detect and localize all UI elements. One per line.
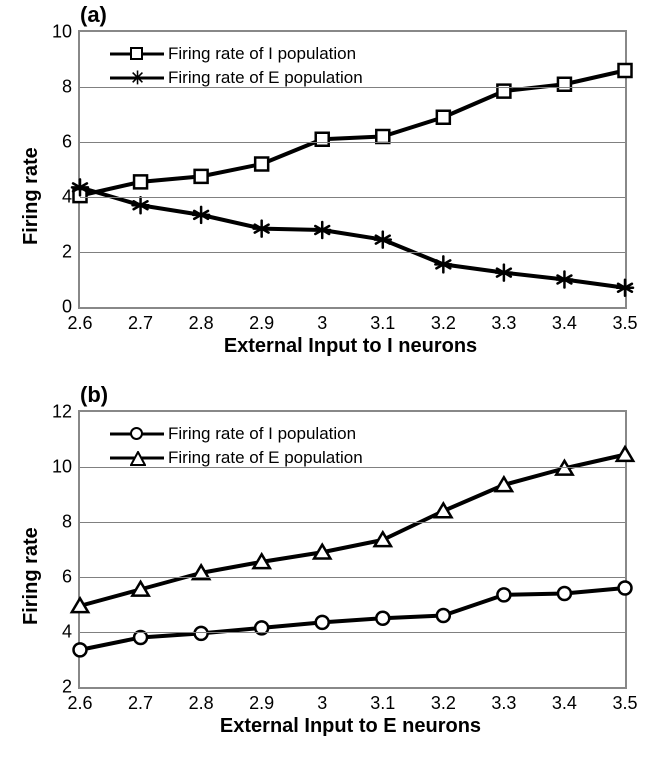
x-tick-label: 2.6 xyxy=(67,687,92,714)
legend-swatch xyxy=(110,424,164,444)
y-tick-label: 6 xyxy=(62,567,80,588)
x-tick-label: 2.7 xyxy=(128,307,153,334)
y-tick-label: 6 xyxy=(62,132,80,153)
y-tick-label: 4 xyxy=(62,187,80,208)
y-tick-label: 8 xyxy=(62,77,80,98)
panel-b-plot-area: Firing rate of I population Firing rate … xyxy=(78,410,627,689)
legend-text: Firing rate of E population xyxy=(164,68,363,88)
y-tick-label: 10 xyxy=(52,457,80,478)
legend-swatch xyxy=(110,44,164,64)
series-marker xyxy=(376,612,389,625)
series-marker xyxy=(375,232,391,248)
panel-a-label: (a) xyxy=(80,2,107,28)
panel-b-label: (b) xyxy=(80,382,108,408)
x-tick-label: 2.9 xyxy=(249,307,274,334)
x-tick-label: 2.6 xyxy=(67,307,92,334)
legend-row: Firing rate of I population xyxy=(110,422,363,446)
gridline xyxy=(80,87,625,88)
panel-a-x-title: External Input to I neurons xyxy=(78,335,623,358)
gridline xyxy=(80,252,625,253)
x-tick-label: 3.3 xyxy=(491,687,516,714)
series-marker xyxy=(619,64,632,77)
gridline xyxy=(80,197,625,198)
legend-swatch: ✳ xyxy=(110,68,164,88)
series-marker xyxy=(556,272,572,288)
series-marker xyxy=(619,582,632,595)
legend-text: Firing rate of I population xyxy=(164,424,356,444)
figure-container: (a) Firing rate Firing rate of I populat… xyxy=(0,0,646,771)
series-marker xyxy=(255,158,268,171)
x-tick-label: 2.7 xyxy=(128,687,153,714)
series-line xyxy=(80,187,625,287)
series-marker xyxy=(435,256,451,272)
panel-b: (b) Firing rate Firing rate of I populat… xyxy=(0,380,646,755)
series-marker xyxy=(193,207,209,223)
legend-text: Firing rate of E population xyxy=(164,448,363,468)
series-marker xyxy=(437,609,450,622)
series-marker xyxy=(316,616,329,629)
series-marker xyxy=(74,643,87,656)
gridline xyxy=(80,142,625,143)
legend-swatch xyxy=(110,448,164,468)
x-tick-label: 2.8 xyxy=(189,307,214,334)
series-marker xyxy=(496,265,512,281)
y-tick-label: 2 xyxy=(62,242,80,263)
x-tick-label: 2.8 xyxy=(189,687,214,714)
panel-b-legend: Firing rate of I population Firing rate … xyxy=(110,422,363,470)
y-tick-label: 8 xyxy=(62,512,80,533)
panel-a-legend: Firing rate of I population ✳ Firing rat… xyxy=(110,42,363,90)
x-tick-label: 3.3 xyxy=(491,307,516,334)
y-tick-label: 4 xyxy=(62,622,80,643)
x-tick-label: 2.9 xyxy=(249,687,274,714)
x-tick-label: 3.1 xyxy=(370,307,395,334)
x-tick-label: 3.5 xyxy=(612,307,637,334)
x-tick-label: 3.2 xyxy=(431,687,456,714)
y-tick-label: 10 xyxy=(52,22,80,43)
series-marker xyxy=(195,627,208,640)
series-marker xyxy=(195,170,208,183)
series-line xyxy=(80,588,625,650)
series-marker xyxy=(133,197,149,213)
series-marker xyxy=(316,133,329,146)
gridline xyxy=(80,467,625,468)
x-tick-label: 3.4 xyxy=(552,687,577,714)
panel-a-y-title: Firing rate xyxy=(20,147,43,245)
legend-text: Firing rate of I population xyxy=(164,44,356,64)
panel-b-y-title: Firing rate xyxy=(20,527,43,625)
series-marker xyxy=(314,222,330,238)
series-marker xyxy=(134,175,147,188)
x-tick-label: 3.5 xyxy=(612,687,637,714)
gridline xyxy=(80,632,625,633)
series-marker xyxy=(497,588,510,601)
series-marker xyxy=(254,221,270,237)
panel-b-x-title: External Input to E neurons xyxy=(78,715,623,738)
series-marker xyxy=(558,587,571,600)
panel-a-plot-area: Firing rate of I population ✳ Firing rat… xyxy=(78,30,627,309)
series-line xyxy=(80,455,625,606)
series-marker xyxy=(617,280,633,296)
x-tick-label: 3 xyxy=(317,687,327,714)
x-tick-label: 3.4 xyxy=(552,307,577,334)
x-tick-label: 3 xyxy=(317,307,327,334)
x-tick-label: 3.1 xyxy=(370,687,395,714)
legend-row: Firing rate of I population xyxy=(110,42,363,66)
gridline xyxy=(80,522,625,523)
panel-a: (a) Firing rate Firing rate of I populat… xyxy=(0,0,646,375)
y-tick-label: 12 xyxy=(52,402,80,423)
series-marker xyxy=(437,111,450,124)
x-tick-label: 3.2 xyxy=(431,307,456,334)
series-marker xyxy=(558,78,571,91)
gridline xyxy=(80,577,625,578)
